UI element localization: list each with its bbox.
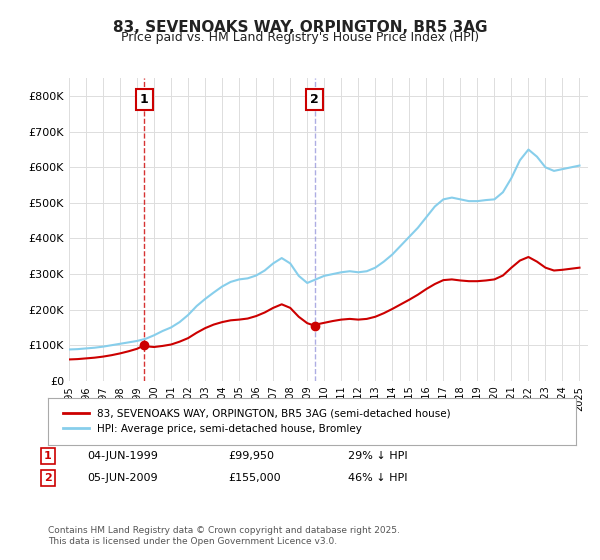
Text: Price paid vs. HM Land Registry's House Price Index (HPI): Price paid vs. HM Land Registry's House … <box>121 31 479 44</box>
Text: £155,000: £155,000 <box>228 473 281 483</box>
Text: 2: 2 <box>44 473 52 483</box>
Text: 83, SEVENOAKS WAY, ORPINGTON, BR5 3AG: 83, SEVENOAKS WAY, ORPINGTON, BR5 3AG <box>113 20 487 35</box>
Text: Contains HM Land Registry data © Crown copyright and database right 2025.
This d: Contains HM Land Registry data © Crown c… <box>48 526 400 546</box>
Text: 1: 1 <box>140 93 149 106</box>
Text: 46% ↓ HPI: 46% ↓ HPI <box>348 473 407 483</box>
Text: 1: 1 <box>44 451 52 461</box>
Text: 04-JUN-1999: 04-JUN-1999 <box>87 451 158 461</box>
Legend: 83, SEVENOAKS WAY, ORPINGTON, BR5 3AG (semi-detached house), HPI: Average price,: 83, SEVENOAKS WAY, ORPINGTON, BR5 3AG (s… <box>58 405 455 438</box>
Text: £99,950: £99,950 <box>228 451 274 461</box>
Text: 05-JUN-2009: 05-JUN-2009 <box>87 473 158 483</box>
Text: 2: 2 <box>310 93 319 106</box>
Text: 29% ↓ HPI: 29% ↓ HPI <box>348 451 407 461</box>
